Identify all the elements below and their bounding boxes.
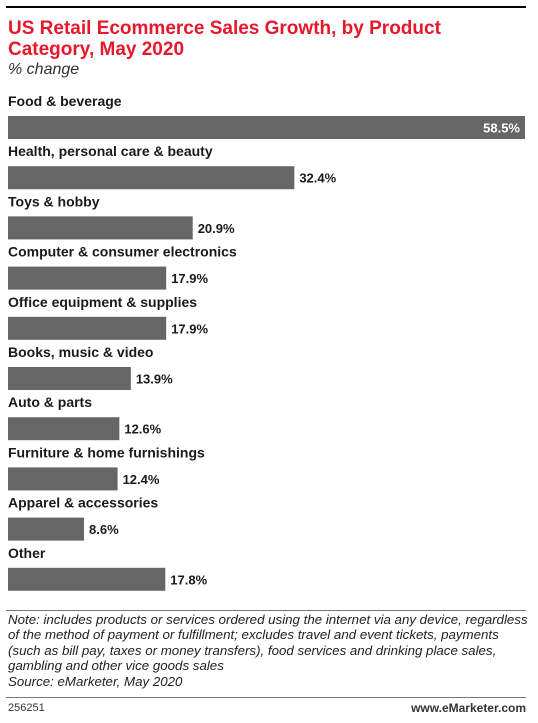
- value-label: 12.6%: [124, 422, 161, 437]
- source-text: Source: eMarketer, May 2020: [8, 673, 183, 689]
- value-label: 32.4%: [299, 171, 336, 186]
- bar: [8, 567, 166, 591]
- bar-row: Health, personal care & beauty 32.4%: [8, 143, 337, 190]
- bar: [8, 367, 131, 390]
- bar: [8, 216, 193, 240]
- bar-row: Office equipment & supplies 17.9%: [8, 294, 208, 340]
- category-label: Auto & parts: [8, 394, 92, 410]
- footer-rule: [6, 610, 526, 611]
- bar: [8, 266, 167, 290]
- category-label: Apparel & accessories: [8, 495, 158, 511]
- bar: [8, 467, 118, 491]
- value-label: 17.8%: [170, 572, 207, 587]
- bar-row: Toys & hobby 20.9%: [8, 193, 235, 240]
- value-label: 12.4%: [123, 472, 160, 487]
- category-label: Computer & consumer electronics: [8, 244, 237, 260]
- bar: [8, 316, 167, 340]
- category-label: Office equipment & supplies: [8, 294, 197, 310]
- bar: [8, 166, 295, 190]
- category-label: Furniture & home furnishings: [8, 444, 205, 460]
- bar-row: Furniture & home furnishings 12.4%: [8, 444, 205, 491]
- value-label: 20.9%: [198, 221, 235, 236]
- bar-row: Computer & consumer electronics 17.9%: [8, 244, 237, 290]
- category-label: Other: [8, 545, 46, 561]
- value-label: 17.9%: [171, 321, 208, 336]
- bar-row: Books, music & video 13.9%: [8, 344, 173, 390]
- bottom-rule: [6, 697, 526, 698]
- bar-row: Other 17.8%: [8, 545, 208, 591]
- brand-logo[interactable]: www.eMarketer.com: [411, 701, 526, 715]
- top-rule: [6, 6, 526, 8]
- chart-title: US Retail Ecommerce Sales Growth, by Pro…: [8, 18, 441, 60]
- footnote: Note: includes products or services orde…: [8, 612, 528, 689]
- bar-row: Food & beverage 58.5%: [8, 93, 525, 139]
- bar: [8, 517, 85, 541]
- category-label: Food & beverage: [8, 93, 122, 109]
- note-text: Note: includes products or services orde…: [8, 612, 528, 674]
- chart-subtitle: % change: [8, 61, 80, 78]
- value-label: 8.6%: [89, 522, 119, 537]
- bar-row: Apparel & accessories 8.6%: [8, 495, 158, 541]
- bar: [8, 116, 525, 139]
- bar-chart: Food & beverage 58.5% Health, personal car…: [8, 93, 525, 591]
- bar: [8, 417, 120, 441]
- bar-row: Auto & parts 12.6%: [8, 394, 162, 441]
- value-label: 17.9%: [171, 271, 208, 286]
- category-label: Toys & hobby: [8, 193, 100, 209]
- category-label: Books, music & video: [8, 344, 153, 360]
- value-label: 13.9%: [136, 372, 173, 387]
- chart-id: 256251: [8, 702, 45, 714]
- category-label: Health, personal care & beauty: [8, 143, 213, 159]
- value-label: 58.5%: [483, 121, 520, 136]
